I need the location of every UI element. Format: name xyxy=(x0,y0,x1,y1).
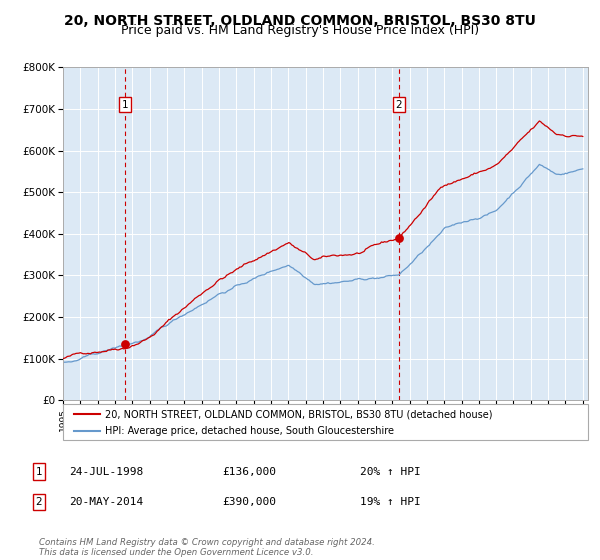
Text: 20-MAY-2014: 20-MAY-2014 xyxy=(69,497,143,507)
Text: Contains HM Land Registry data © Crown copyright and database right 2024.
This d: Contains HM Land Registry data © Crown c… xyxy=(39,538,375,557)
Text: 2: 2 xyxy=(395,100,402,110)
Text: 1: 1 xyxy=(35,466,43,477)
Text: £390,000: £390,000 xyxy=(222,497,276,507)
Text: 1: 1 xyxy=(121,100,128,110)
Text: 24-JUL-1998: 24-JUL-1998 xyxy=(69,466,143,477)
Point xyxy=(394,234,404,242)
Text: 20, NORTH STREET, OLDLAND COMMON, BRISTOL, BS30 8TU: 20, NORTH STREET, OLDLAND COMMON, BRISTO… xyxy=(64,14,536,28)
Point xyxy=(120,339,130,348)
Text: 2: 2 xyxy=(35,497,43,507)
Text: 20, NORTH STREET, OLDLAND COMMON, BRISTOL, BS30 8TU (detached house): 20, NORTH STREET, OLDLAND COMMON, BRISTO… xyxy=(105,409,493,419)
Text: HPI: Average price, detached house, South Gloucestershire: HPI: Average price, detached house, Sout… xyxy=(105,426,394,436)
Text: 20% ↑ HPI: 20% ↑ HPI xyxy=(360,466,421,477)
Text: Price paid vs. HM Land Registry's House Price Index (HPI): Price paid vs. HM Land Registry's House … xyxy=(121,24,479,37)
Text: £136,000: £136,000 xyxy=(222,466,276,477)
Text: 19% ↑ HPI: 19% ↑ HPI xyxy=(360,497,421,507)
